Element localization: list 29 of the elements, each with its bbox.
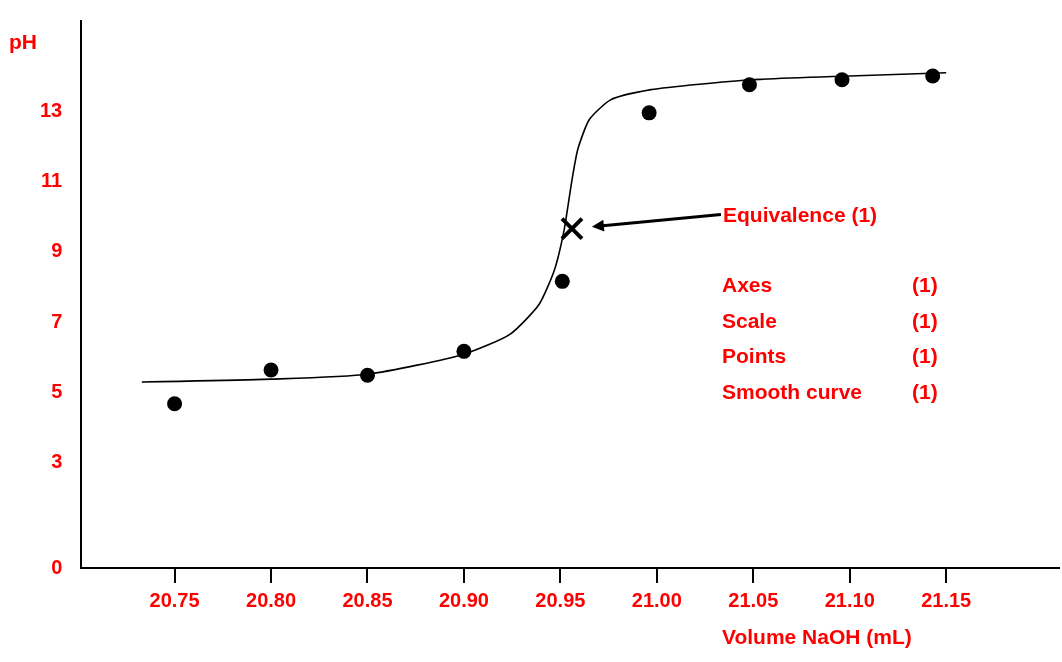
- point: [554, 273, 570, 289]
- text: Smooth curve (1): [722, 380, 938, 403]
- point: [559, 216, 584, 241]
- y-tick-label: 9: [51, 239, 63, 262]
- y-tick-label: 7: [51, 309, 63, 332]
- x-tick-label: 21.00: [631, 588, 682, 611]
- annotation: Equivalence (1): [723, 203, 878, 226]
- x-tick-label: 21.15: [921, 588, 972, 611]
- x-tick-label: 20.85: [342, 588, 393, 611]
- x-tick-label: 20.80: [246, 588, 297, 611]
- point: [263, 362, 279, 378]
- y-tick-label: 13: [40, 98, 63, 121]
- y-tick-label: 0: [51, 556, 63, 578]
- x-tick-label: 20.90: [438, 588, 489, 611]
- text: Axes (1): [722, 273, 938, 296]
- line-series: [141, 71, 947, 383]
- x-tick-label: 21.05: [728, 588, 779, 611]
- text: Scale (1): [722, 309, 938, 332]
- x-tick-label: 20.95: [535, 588, 586, 611]
- x-tick-label: 20.75: [149, 588, 200, 611]
- y-tick-label: 5: [51, 380, 63, 403]
- point: [167, 396, 183, 412]
- y-tick-label: 3: [51, 450, 63, 473]
- text: Points (1): [722, 344, 938, 367]
- y-axis-title: pH: [9, 30, 37, 53]
- x-axis-title: Volume NaOH (mL): [722, 625, 912, 648]
- x-tick-label: 21.10: [824, 588, 875, 611]
- point: [641, 105, 657, 121]
- y-tick-label: 11: [41, 169, 63, 192]
